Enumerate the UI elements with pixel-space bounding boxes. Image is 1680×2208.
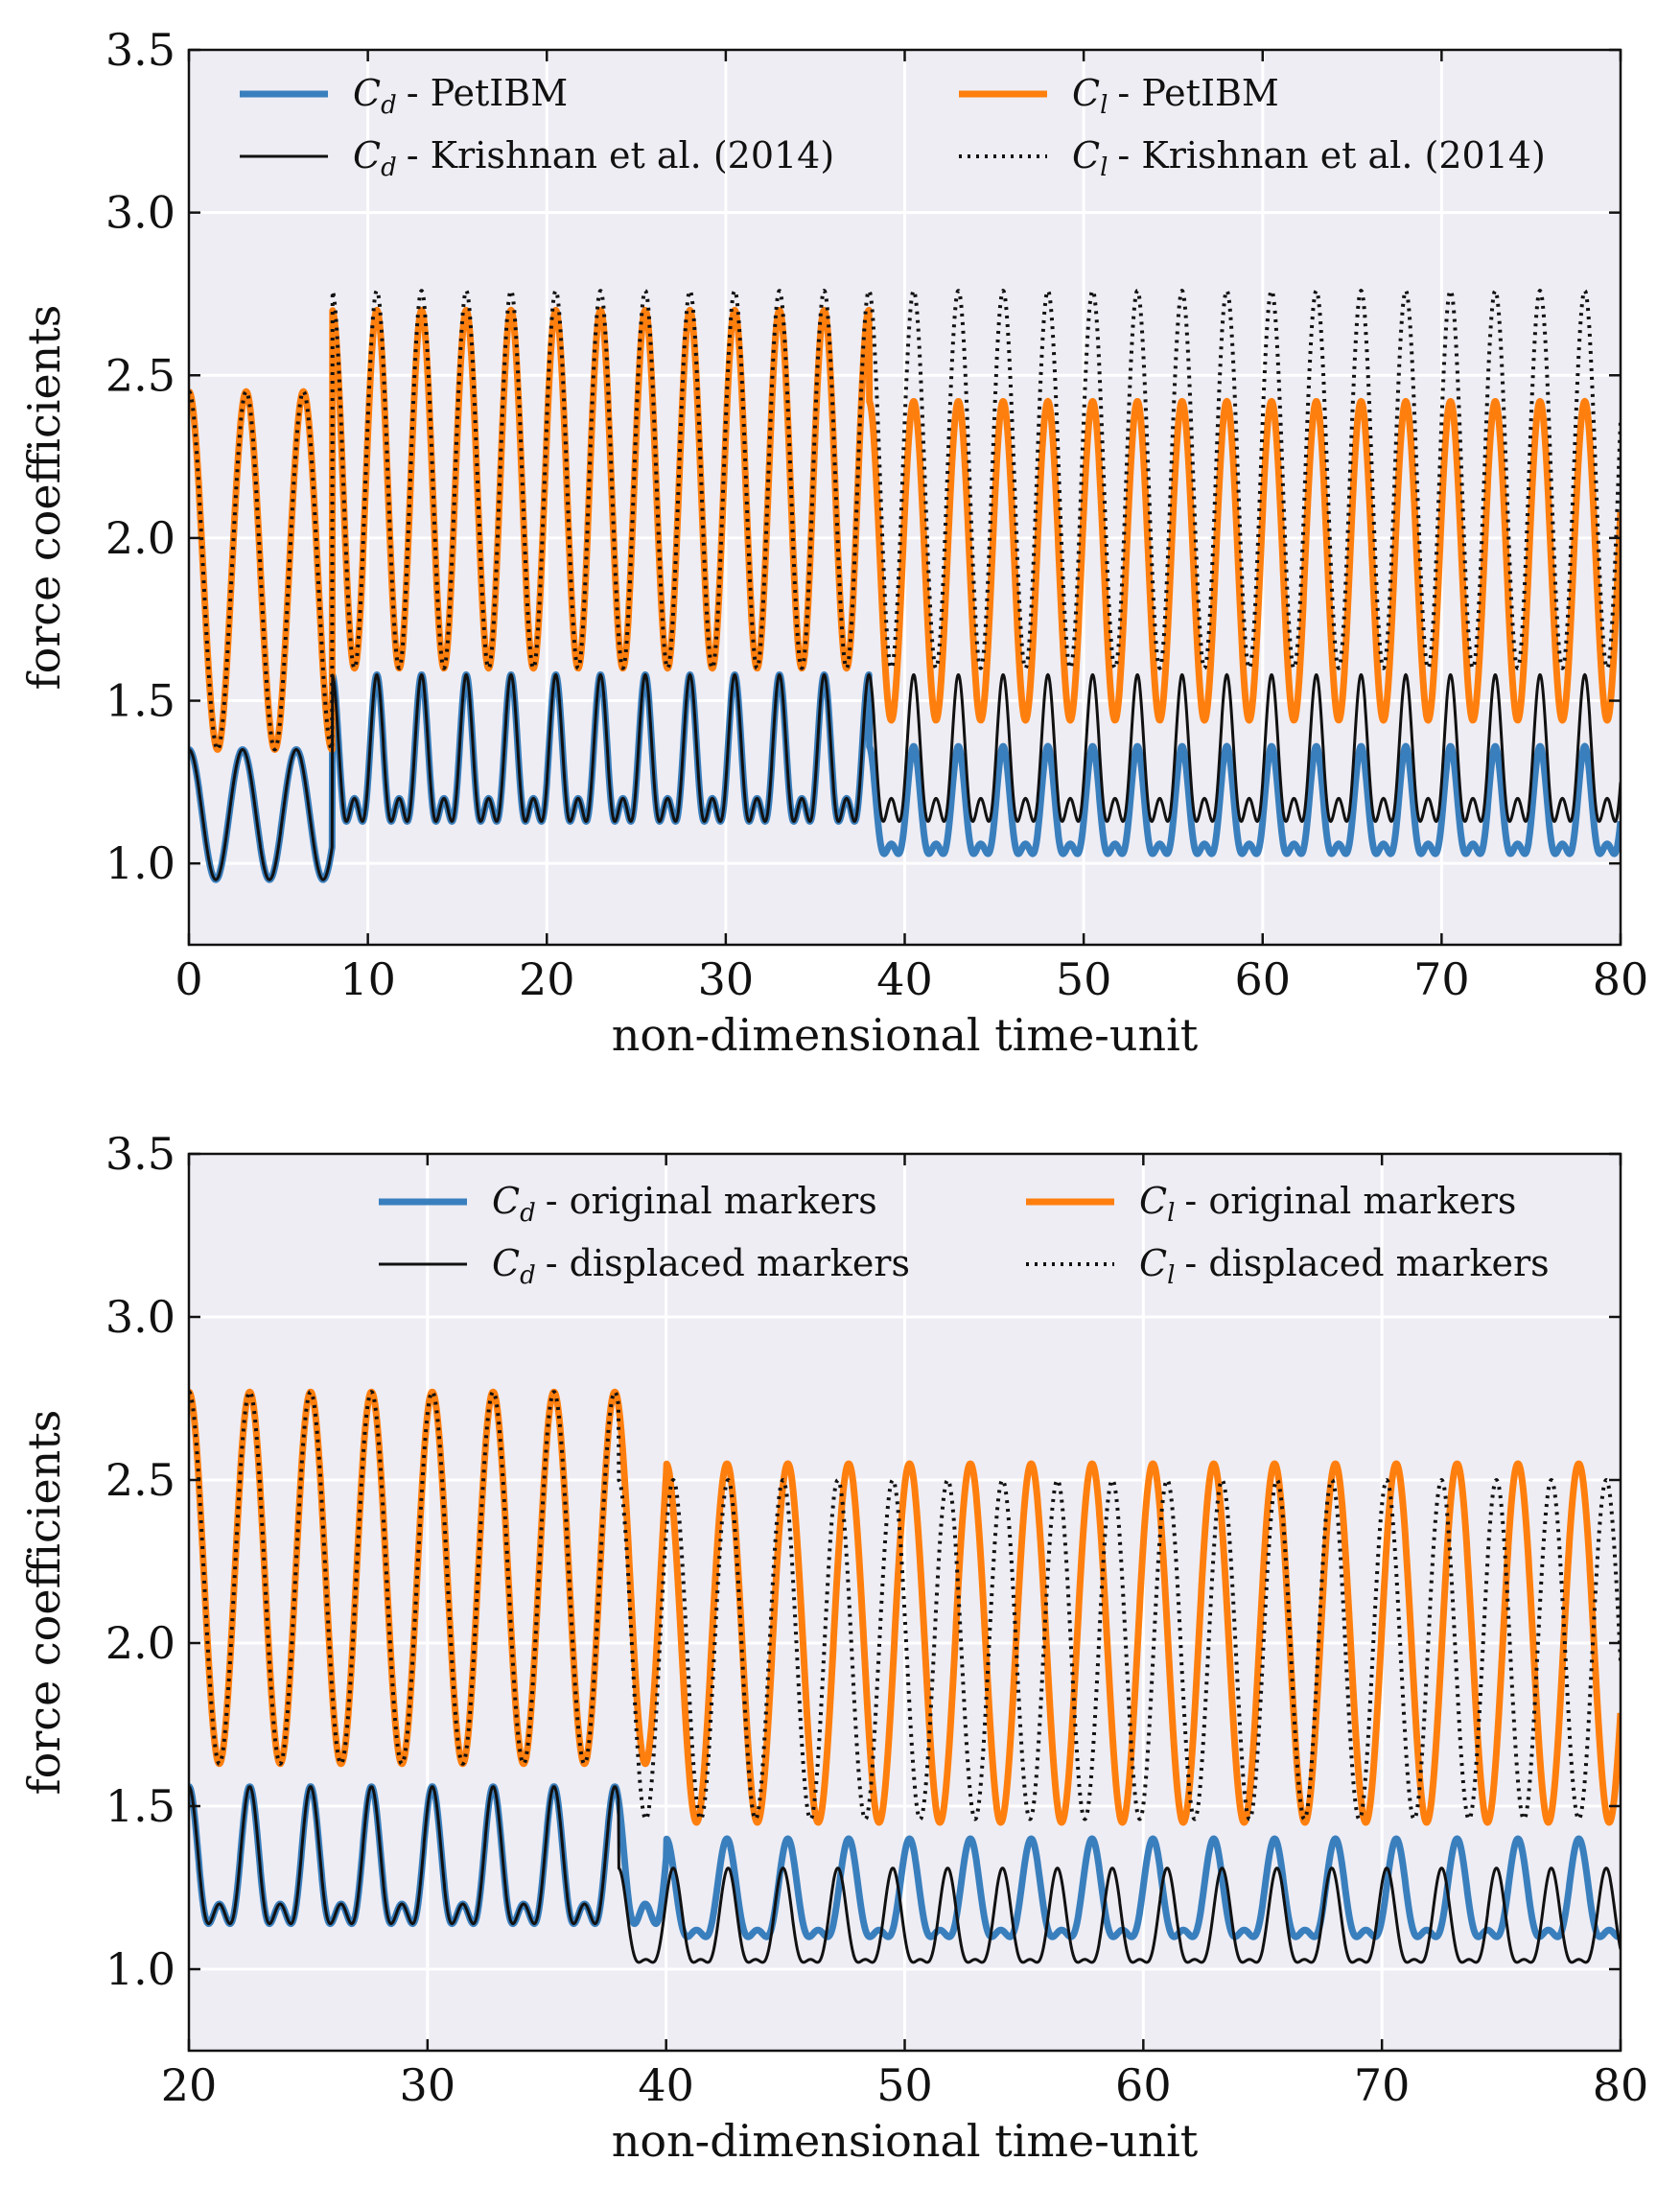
x-tick-label: 20 <box>519 953 575 1005</box>
legend-symbol: C <box>492 1242 520 1284</box>
legend-symbol: C <box>1072 134 1100 176</box>
y-axis-label: force coefficients <box>18 305 70 691</box>
y-tick-label: 2.5 <box>105 349 175 401</box>
legend-label: Cl - original markers <box>1139 1180 1516 1228</box>
y-axis-label: force coefficients <box>18 1410 70 1796</box>
legend-subscript: d <box>520 1261 536 1290</box>
x-tick-label: 60 <box>1234 953 1291 1005</box>
series-line <box>189 1785 1621 1964</box>
x-tick-label: 60 <box>1115 2059 1172 2111</box>
legend-subscript: d <box>381 153 397 182</box>
x-tick-label: 50 <box>1056 953 1112 1005</box>
legend-subscript: l <box>1100 153 1108 182</box>
legend-label: Cd - displaced markers <box>492 1242 910 1290</box>
legend-symbol: C <box>353 134 381 176</box>
y-tick-label: 3.5 <box>105 24 175 76</box>
series-line <box>189 1390 1621 1821</box>
legend-name: - PetIBM <box>407 72 568 114</box>
legend-label: Cd - original markers <box>492 1180 877 1228</box>
legend-symbol: C <box>1139 1180 1167 1222</box>
legend-subscript: d <box>381 91 397 120</box>
x-tick-label: 80 <box>1593 2059 1649 2111</box>
legend-label: Cl - Krishnan et al. (2014) <box>1072 134 1546 182</box>
legend-subscript: l <box>1100 91 1108 120</box>
x-axis-label: non-dimensional time-unit <box>612 1009 1199 1061</box>
x-tick-label: 10 <box>339 953 396 1005</box>
y-tick-label: 2.0 <box>105 1617 175 1669</box>
y-tick-label: 1.0 <box>105 1943 175 1995</box>
x-tick-label: 40 <box>876 953 933 1005</box>
legend-name: - displaced markers <box>546 1242 910 1284</box>
y-tick-label: 1.0 <box>105 837 175 889</box>
x-axis-label: non-dimensional time-unit <box>612 2115 1199 2167</box>
legend-symbol: C <box>492 1180 520 1222</box>
bottom-chart: 20 30 40 50 60 70 80 1.0 1.5 2.0 2.5 3.0 3.5 non-dime… <box>18 1128 1648 2167</box>
legend-label: Cl - displaced markers <box>1139 1242 1550 1290</box>
x-tick-label: 70 <box>1413 953 1470 1005</box>
y-tick-label: 3.5 <box>105 1128 175 1180</box>
legend-subscript: d <box>520 1199 536 1228</box>
legend-label: Cd - Krishnan et al. (2014) <box>353 134 834 182</box>
legend-name: - Krishnan et al. (2014) <box>407 134 834 176</box>
legend-symbol: C <box>353 72 381 114</box>
x-tick-label: 20 <box>161 2059 218 2111</box>
y-tick-label: 3.0 <box>105 1291 175 1343</box>
legend-name: - displaced markers <box>1184 1242 1549 1284</box>
top-chart: 0 10 20 30 40 50 60 70 80 1.0 1.5 2.0 2.5 3.0 3.5 non-d… <box>18 24 1648 1061</box>
series-group <box>189 1388 1621 1964</box>
y-tick-label: 1.5 <box>105 675 175 727</box>
y-tick-label: 2.0 <box>105 512 175 564</box>
legend-name: - original markers <box>1184 1180 1516 1222</box>
legend-subscript: l <box>1167 1199 1175 1228</box>
legend-symbol: C <box>1139 1242 1167 1284</box>
legend-symbol: C <box>1072 72 1100 114</box>
legend-label: Cd - PetIBM <box>353 72 568 120</box>
series-line <box>189 672 1621 881</box>
legend-label: Cl - PetIBM <box>1072 72 1279 120</box>
legend-name: - Krishnan et al. (2014) <box>1117 134 1545 176</box>
series-group <box>189 289 1621 883</box>
legend-subscript: l <box>1167 1261 1175 1290</box>
x-tick-label: 40 <box>638 2059 694 2111</box>
x-tick-label: 30 <box>698 953 755 1005</box>
x-tick-label: 70 <box>1354 2059 1411 2111</box>
x-tick-label: 0 <box>175 953 202 1005</box>
legend-name: - PetIBM <box>1117 72 1278 114</box>
x-tick-label: 30 <box>400 2059 456 2111</box>
series-line <box>189 306 1621 753</box>
y-tick-label: 1.5 <box>105 1780 175 1832</box>
y-tick-label: 2.5 <box>105 1454 175 1506</box>
y-tick-label: 3.0 <box>105 187 175 239</box>
x-tick-label: 50 <box>876 2059 933 2111</box>
x-tick-label: 80 <box>1593 953 1649 1005</box>
legend-name: - original markers <box>546 1180 877 1222</box>
